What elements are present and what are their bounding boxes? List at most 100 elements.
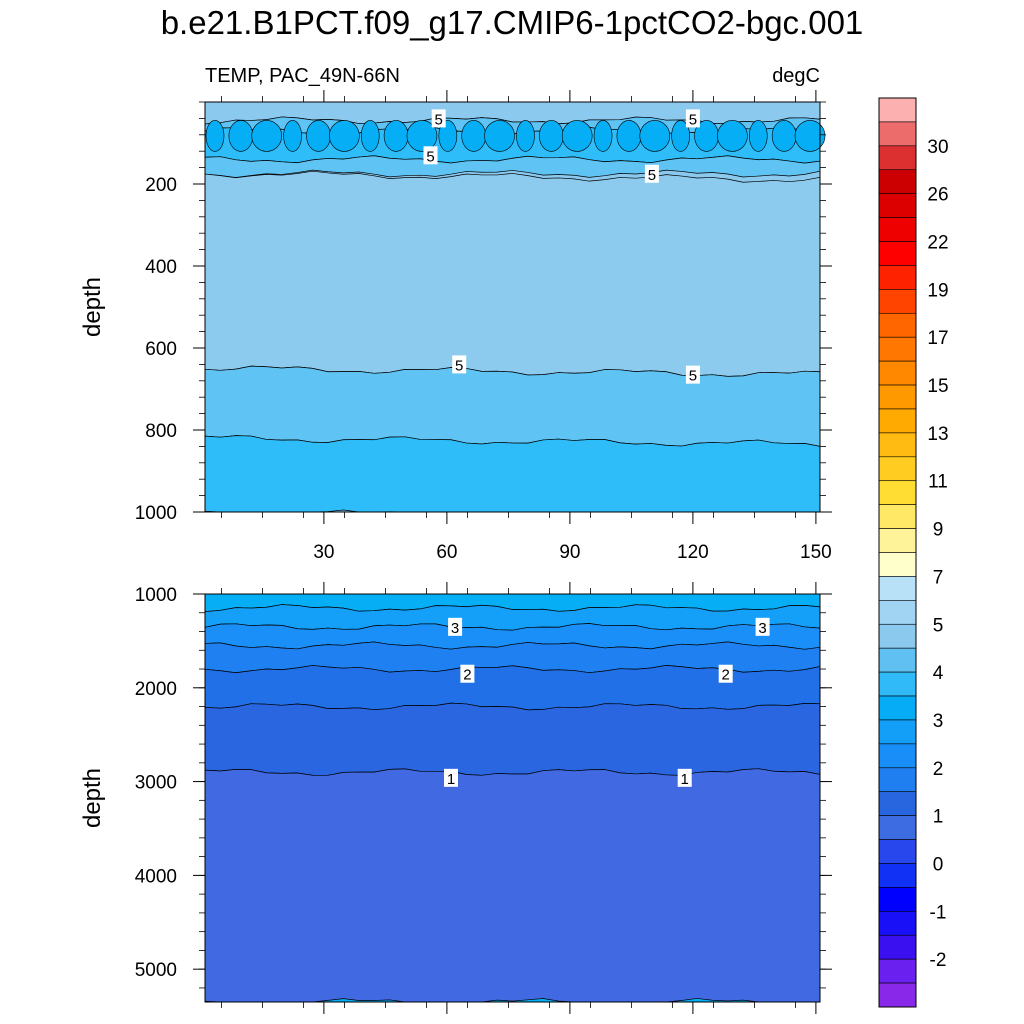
contour-label-box (718, 664, 733, 683)
colorbar-box (878, 600, 917, 625)
colorbar-box (878, 312, 917, 338)
contour-label-box (677, 768, 692, 787)
contour-cell (360, 120, 380, 152)
colorbar-label: 0 (933, 854, 944, 875)
contour-cell (484, 120, 515, 152)
colorbar-box (878, 265, 917, 290)
colorbar-box (878, 623, 917, 649)
contour-label-text: 5 (689, 368, 697, 385)
colorbar-box (878, 743, 917, 769)
colorbar-label: -2 (930, 950, 947, 971)
colorbar-box (878, 671, 917, 697)
y-axis-label: depth (79, 768, 106, 828)
contour-label: 2 (718, 664, 733, 684)
colorbar-label: 4 (933, 663, 944, 684)
contour-label: 2 (460, 664, 475, 684)
colorbar-label: 3 (933, 711, 944, 732)
contour-label-box (685, 365, 700, 384)
colorbar-box (878, 863, 917, 888)
x-tick-label: 90 (559, 542, 580, 563)
contour-label-box (431, 109, 446, 128)
colorbar-box (878, 958, 917, 984)
colorbar-box (878, 241, 917, 266)
contour-cell (639, 120, 671, 152)
colorbar-box (878, 193, 917, 218)
colorbar-label: 5 (933, 615, 944, 636)
colorbar-box (878, 504, 917, 529)
contour-label: 3 (755, 617, 770, 637)
contour-cell (251, 120, 283, 152)
x-tick-label: 30 (313, 542, 334, 563)
contour-label-text: 2 (722, 667, 730, 684)
y-tick-label: 3000 (135, 773, 177, 794)
colorbar-box (878, 695, 917, 721)
contour-label-text: 3 (451, 620, 459, 637)
colorbar-box (878, 647, 917, 673)
colorbar-box (878, 432, 917, 458)
colorbar-box (878, 480, 917, 505)
colorbar-label: 30 (927, 137, 948, 158)
contour-cell (539, 120, 564, 152)
contour-band (204, 435, 821, 513)
contour-band (204, 702, 821, 776)
contour-label-box (644, 164, 659, 183)
contour-label-box (423, 146, 438, 165)
contour-cell (593, 120, 613, 152)
subtitle-units: degC (772, 65, 820, 87)
y-tick-label: 4000 (135, 866, 177, 887)
contour-cell (771, 120, 797, 152)
contour-cell (717, 120, 748, 152)
contour-cell (406, 120, 438, 152)
x-tick-label: 120 (677, 542, 709, 563)
contour-cell (283, 120, 302, 152)
contour-label-box (755, 617, 770, 636)
contour-label: 5 (423, 146, 438, 165)
contour-cell (748, 120, 768, 152)
colorbar-label: 22 (927, 233, 948, 254)
colorbar-box (878, 911, 917, 936)
colorbar-box (878, 576, 917, 601)
colorbar-box (878, 528, 917, 553)
y-tick-label: 1000 (135, 503, 177, 524)
contour-label-text: 5 (426, 148, 434, 165)
contour-label: 1 (444, 768, 458, 788)
y-tick-label: 800 (145, 421, 177, 442)
contour-label: 1 (677, 768, 692, 788)
figure-title: b.e21.B1PCT.f09_g17.CMIP6-1pctCO2-bgc.00… (161, 4, 864, 41)
colorbar-box (878, 839, 917, 864)
contour-label-box (444, 768, 458, 787)
colorbar-label: 11 (928, 472, 948, 493)
colorbar-box (878, 552, 917, 577)
colorbar-box (878, 791, 917, 816)
colorbar-box (878, 169, 917, 194)
contour-cell (794, 120, 826, 152)
colorbar-label: 7 (933, 567, 944, 588)
contour-label-box (452, 355, 467, 374)
contour-cell (306, 120, 331, 152)
upper-panel: 200 400 600 800 1000 30 60 90 120 150 depth 5 5 5 5 5 5 (79, 90, 832, 563)
contour-cell (205, 120, 225, 152)
contour-label-text: 1 (681, 771, 689, 788)
contour-label: 5 (452, 355, 467, 374)
contour-label-text: 5 (455, 357, 463, 374)
colorbar-label: 2 (933, 759, 944, 780)
y-tick-label: 200 (145, 175, 177, 196)
colorbar-box (878, 217, 917, 242)
colorbar-box (878, 384, 917, 410)
contour-cell (561, 120, 593, 152)
colorbar-box (878, 121, 917, 147)
colorbar-label: 9 (933, 520, 944, 541)
contour-cell (228, 120, 254, 152)
subtitle-variable: TEMP, PAC_49N-66N (205, 65, 400, 87)
colorbar-label: 19 (927, 280, 948, 301)
colorbar-box (878, 982, 917, 1008)
colorbar-box (878, 97, 917, 123)
x-tick-label: 150 (800, 542, 832, 563)
x-tick-label: 60 (436, 542, 457, 563)
contour-cell (438, 120, 458, 152)
colorbar: 30 26 22 19 17 15 13 11 9 7 5 4 3 2 1 0 -1 -2 (878, 97, 949, 1008)
contour-label-text: 5 (435, 111, 443, 128)
contour-label-text: 3 (758, 620, 766, 637)
colorbar-box (878, 289, 917, 314)
contour-label-text: 1 (447, 771, 455, 788)
